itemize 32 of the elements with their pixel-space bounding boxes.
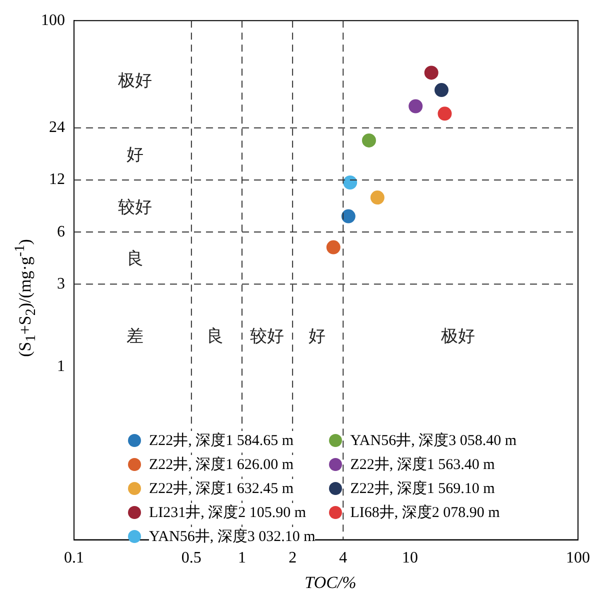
x-tick-label: 10 [402, 550, 418, 567]
legend-label: LI231井, 深度2 105.90 m [149, 502, 306, 522]
x-tick-label: 2 [288, 550, 297, 567]
x-tick-label: 1 [238, 550, 246, 567]
x-tick-label: 0.1 [64, 550, 84, 567]
x-tick-label: 100 [566, 550, 590, 567]
y-tick-label: 1 [57, 358, 65, 375]
annotation: 极好 [116, 70, 152, 90]
annotation: 良 [206, 326, 224, 346]
legend-label: Z22井, 深度1 569.10 m [350, 478, 495, 498]
legend-label: YAN56井, 深度3 058.40 m [350, 430, 517, 450]
legend-label: Z22井, 深度1 632.45 m [149, 478, 294, 498]
legend-label: Z22井, 深度1 584.65 m [149, 430, 294, 450]
legend-label: LI68井, 深度2 078.90 m [350, 502, 500, 522]
annotation: 良 [126, 248, 144, 268]
y-tick-label: 12 [49, 171, 65, 188]
legend-label: Z22井, 深度1 563.40 m [350, 454, 495, 474]
x-tick-label: 0.5 [181, 550, 202, 567]
x-tick-label: 4 [339, 550, 348, 567]
annotation: 好 [126, 145, 144, 164]
y-tick-label: 6 [57, 223, 65, 240]
annotation: 较好 [118, 198, 152, 217]
annotation: 极好 [440, 326, 475, 346]
y-tick-label: 3 [57, 275, 65, 292]
annotation: 较好 [250, 326, 284, 346]
annotation: 差 [126, 326, 144, 346]
y-tick-label: 24 [49, 119, 65, 136]
legend-label: YAN56井, 深度3 032.10 m [149, 526, 316, 546]
y-tick-label: 100 [41, 12, 65, 29]
legend-label: Z22井, 深度1 626.00 m [149, 454, 294, 474]
annotation: 好 [308, 326, 326, 346]
x-axis-title: TOC/% [304, 573, 358, 593]
